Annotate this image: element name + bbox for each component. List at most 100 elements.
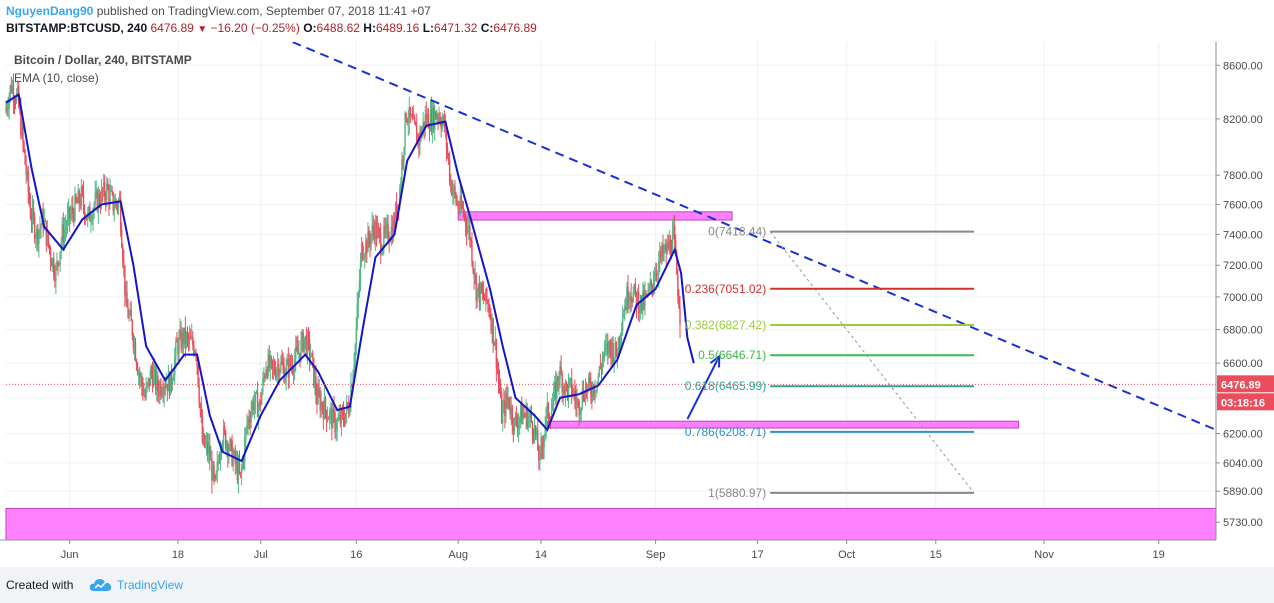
candle-down — [373, 229, 376, 239]
tradingview-brand[interactable]: TradingView — [117, 578, 184, 592]
candle-down — [135, 360, 138, 367]
y-tick-label: 6600.00 — [1223, 358, 1263, 370]
candle-down — [187, 336, 190, 341]
open-value: 6488.62 — [316, 21, 360, 35]
candle-down — [531, 421, 534, 434]
candle-up — [613, 357, 615, 363]
candle-up — [513, 417, 516, 432]
candle-down — [111, 190, 113, 193]
candle-up — [592, 384, 594, 398]
candle-down — [315, 376, 317, 395]
candle-down — [488, 303, 490, 311]
candle-up — [422, 121, 424, 130]
candle-down — [515, 416, 518, 424]
candle-up — [247, 418, 249, 425]
candle-down — [411, 115, 414, 120]
candle-up — [67, 207, 70, 215]
candle-up — [36, 228, 38, 238]
candle-up — [580, 407, 582, 413]
symbol-label[interactable]: BITSTAMP:BTCUSD, 240 — [6, 21, 148, 35]
candle-down — [372, 225, 374, 230]
candle-up — [147, 378, 149, 384]
candle-up — [358, 281, 361, 294]
candle-up — [349, 408, 351, 415]
candle-up — [95, 190, 97, 194]
candle-down — [413, 116, 416, 123]
candle-down — [516, 423, 519, 430]
price-chart[interactable]: 0(7418.44) 0.236(7051.02) 0.382(6827.42) 0.… — [0, 42, 1274, 567]
indicator-label: EMA (10, close) — [14, 71, 99, 85]
candle-down — [524, 415, 526, 417]
candle-down — [85, 218, 88, 220]
ohlc-line: BITSTAMP:BTCUSD, 240 6476.89 ▼ −16.20 (−… — [6, 21, 537, 35]
candle-up — [110, 190, 112, 192]
candle-down — [677, 274, 679, 297]
candle-down — [651, 284, 654, 289]
candle-up — [212, 464, 214, 481]
candle-down — [455, 193, 457, 203]
candle-up — [505, 394, 507, 417]
candle-up — [403, 147, 405, 160]
candle-up — [5, 107, 7, 113]
candle-up — [594, 391, 596, 394]
candle-up — [269, 356, 271, 369]
candle-up — [385, 225, 387, 231]
candle-down — [475, 274, 477, 301]
candle-down — [130, 310, 132, 321]
candle-up — [357, 293, 360, 305]
current-price-badge — [1217, 375, 1274, 393]
author-link[interactable]: NguyenDang90 — [6, 4, 94, 18]
candle-up — [552, 390, 555, 406]
candle-up — [153, 368, 156, 373]
candle-up — [671, 231, 674, 254]
candle-down — [446, 147, 449, 154]
candle-up — [80, 186, 83, 206]
candle-down — [10, 85, 13, 92]
candle-up — [263, 376, 265, 379]
candle-down — [162, 393, 164, 395]
candle-down — [395, 204, 398, 217]
candle-up — [288, 358, 291, 378]
candle-up — [117, 200, 120, 208]
candle-down — [211, 459, 213, 481]
candle-up — [284, 377, 286, 383]
candle-up — [533, 425, 536, 437]
candle-down — [499, 391, 502, 393]
candle-up — [556, 376, 558, 399]
candle-down — [83, 206, 86, 219]
candle-down — [297, 348, 299, 355]
candle-up — [63, 229, 66, 242]
candle-down — [186, 333, 189, 337]
candle-down — [465, 224, 468, 233]
candle-up — [536, 430, 538, 435]
candle-down — [281, 362, 283, 364]
candle-down — [193, 345, 195, 354]
candle-up — [233, 450, 235, 456]
x-tick-label: 17 — [751, 549, 763, 561]
candle-up — [576, 400, 578, 405]
candle-up — [616, 354, 619, 356]
candle-down — [471, 240, 473, 263]
candle-up — [145, 386, 147, 398]
footer: Created with TradingView — [0, 567, 1274, 603]
candle-down — [82, 192, 85, 207]
candle-down — [402, 159, 404, 161]
candle-up — [188, 336, 191, 341]
candle-down — [341, 409, 344, 413]
candle-down — [548, 418, 551, 420]
candle-down — [612, 343, 614, 363]
candle-down — [166, 384, 169, 392]
candle-down — [343, 420, 346, 424]
candle-down — [154, 368, 157, 390]
candle-up — [584, 386, 587, 401]
candle-down — [577, 400, 579, 402]
candle-up — [664, 244, 666, 250]
candle-up — [106, 183, 108, 201]
candle-up — [277, 364, 279, 370]
candle-down — [76, 201, 78, 204]
y-tick-label: 6200.00 — [1223, 428, 1263, 440]
x-tick-label: Oct — [838, 549, 855, 561]
candle-up — [61, 224, 63, 243]
candle-down — [136, 366, 139, 375]
x-tick-label: 19 — [1153, 549, 1165, 561]
